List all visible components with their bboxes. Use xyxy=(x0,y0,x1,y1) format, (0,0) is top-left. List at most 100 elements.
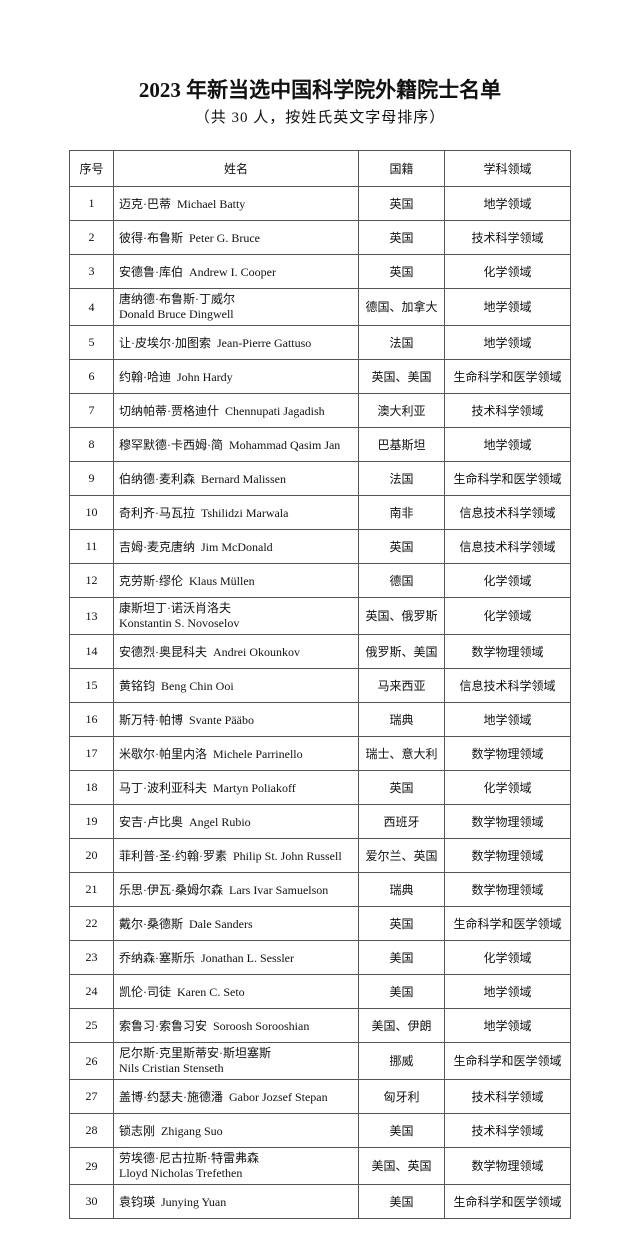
nationality: 美国 xyxy=(358,940,445,975)
field: 化学领域 xyxy=(444,597,571,635)
row-number: 1 xyxy=(69,186,114,221)
column-header: 国籍 xyxy=(358,150,445,187)
name-line: Donald Bruce Dingwell xyxy=(119,307,234,321)
name-line: 尼尔斯·克里斯蒂安·斯坦塞斯 xyxy=(119,1046,271,1060)
field: 地学领域 xyxy=(444,325,571,360)
row-number: 21 xyxy=(69,872,114,907)
field: 生命科学和医学领域 xyxy=(444,906,571,941)
row-number: 25 xyxy=(69,1008,114,1043)
name: 尼尔斯·克里斯蒂安·斯坦塞斯 Nils Cristian Stenseth xyxy=(113,1042,359,1080)
row-number: 17 xyxy=(69,736,114,771)
name: 迈克·巴蒂 Michael Batty xyxy=(113,186,359,221)
row-number: 16 xyxy=(69,702,114,737)
name-line: 康斯坦丁·诺沃肖洛夫 xyxy=(119,601,231,615)
table-row: 3 安德鲁·库伯 Andrew I. Cooper 英国 化学领域 xyxy=(69,254,571,289)
name: 菲利普·圣·约翰·罗素 Philip St. John Russell xyxy=(113,838,359,873)
field: 数学物理领域 xyxy=(444,1147,571,1185)
table-row: 28 锁志刚 Zhigang Suo 美国 技术科学领域 xyxy=(69,1113,571,1148)
title: 2023 年新当选中国科学院外籍院士名单 xyxy=(138,78,502,102)
table-row: 20 菲利普·圣·约翰·罗素 Philip St. John Russell 爱尔兰… xyxy=(69,838,571,873)
name: 让·皮埃尔·加图索 Jean-Pierre Gattuso xyxy=(113,325,359,360)
nationality: 瑞典 xyxy=(358,702,445,737)
row-number: 19 xyxy=(69,804,114,839)
table-row: 19 安吉·卢比奥 Angel Rubio 西班牙 数学物理领域 xyxy=(69,804,571,839)
name: 唐纳德·布鲁斯·丁威尔 Donald Bruce Dingwell xyxy=(113,288,359,326)
name-line: Nils Cristian Stenseth xyxy=(119,1061,224,1075)
name: 切纳帕蒂·贾格迪什 Chennupati Jagadish xyxy=(113,393,359,428)
name: 乐思·伊瓦·桑姆尔森 Lars Ivar Samuelson xyxy=(113,872,359,907)
field: 技术科学领域 xyxy=(444,1113,571,1148)
row-number: 20 xyxy=(69,838,114,873)
row-number: 3 xyxy=(69,254,114,289)
nationality: 匈牙利 xyxy=(358,1079,445,1114)
row-number: 27 xyxy=(69,1079,114,1114)
name: 安德烈·奥昆科夫 Andrei Okounkov xyxy=(113,634,359,669)
field: 化学领域 xyxy=(444,940,571,975)
row-number: 23 xyxy=(69,940,114,975)
nationality: 英国 xyxy=(358,186,445,221)
row-number: 29 xyxy=(69,1147,114,1185)
row-number: 6 xyxy=(69,359,114,394)
name: 黄铭钧 Beng Chin Ooi xyxy=(113,668,359,703)
row-number: 14 xyxy=(69,634,114,669)
nationality: 挪威 xyxy=(358,1042,445,1080)
field: 生命科学和医学领域 xyxy=(444,1184,571,1219)
table-row: 21 乐思·伊瓦·桑姆尔森 Lars Ivar Samuelson 瑞典 数学物理领域 xyxy=(69,872,571,907)
table-row: 11 吉姆·麦克唐纳 Jim McDonald 英国 信息技术科学领域 xyxy=(69,529,571,564)
header-row: 序号 姓名 国籍 学科领域 xyxy=(69,150,571,187)
field: 地学领域 xyxy=(444,427,571,462)
table-row: 26 尼尔斯·克里斯蒂安·斯坦塞斯 Nils Cristian Stenseth 挪威… xyxy=(69,1042,571,1080)
field: 技术科学领域 xyxy=(444,393,571,428)
table-row: 30 袁钧瑛 Junying Yuan 美国 生命科学和医学领域 xyxy=(69,1184,571,1219)
name: 凯伦·司徒 Karen C. Seto xyxy=(113,974,359,1009)
name: 伯纳德·麦利森 Bernard Malissen xyxy=(113,461,359,496)
name-line: Lloyd Nicholas Trefethen xyxy=(119,1166,243,1180)
field: 数学物理领域 xyxy=(444,838,571,873)
field: 信息技术科学领域 xyxy=(444,668,571,703)
field: 地学领域 xyxy=(444,1008,571,1043)
nationality: 英国 xyxy=(358,254,445,289)
field: 数学物理领域 xyxy=(444,872,571,907)
nationality: 英国 xyxy=(358,529,445,564)
name: 袁钧瑛 Junying Yuan xyxy=(113,1184,359,1219)
name: 约翰·哈迪 John Hardy xyxy=(113,359,359,394)
table-row: 25 索鲁习·索鲁习安 Soroosh Sorooshian 美国、伊朗 地学领域 xyxy=(69,1008,571,1043)
row-number: 11 xyxy=(69,529,114,564)
nationality: 爱尔兰、英国 xyxy=(358,838,445,873)
name: 乔纳森·塞斯乐 Jonathan L. Sessler xyxy=(113,940,359,975)
row-number: 24 xyxy=(69,974,114,1009)
field: 技术科学领域 xyxy=(444,1079,571,1114)
field: 信息技术科学领域 xyxy=(444,495,571,530)
row-number: 12 xyxy=(69,563,114,598)
field: 地学领域 xyxy=(444,974,571,1009)
table-row: 15 黄铭钧 Beng Chin Ooi 马来西亚 信息技术科学领域 xyxy=(69,668,571,703)
nationality: 澳大利亚 xyxy=(358,393,445,428)
table-row: 24 凯伦·司徒 Karen C. Seto 美国 地学领域 xyxy=(69,974,571,1009)
table-row: 27 盖博·约瑟夫·施德潘 Gabor Jozsef Stepan 匈牙利 技术科学领… xyxy=(69,1079,571,1114)
row-number: 15 xyxy=(69,668,114,703)
nationality: 美国、英国 xyxy=(358,1147,445,1185)
field: 生命科学和医学领域 xyxy=(444,1042,571,1080)
field: 生命科学和医学领域 xyxy=(444,359,571,394)
row-number: 9 xyxy=(69,461,114,496)
field: 地学领域 xyxy=(444,288,571,326)
table-row: 6 约翰·哈迪 John Hardy 英国、美国 生命科学和医学领域 xyxy=(69,359,571,394)
name: 戴尔·桑德斯 Dale Sanders xyxy=(113,906,359,941)
nationality: 英国 xyxy=(358,220,445,255)
name: 安德鲁·库伯 Andrew I. Cooper xyxy=(113,254,359,289)
field: 地学领域 xyxy=(444,702,571,737)
row-number: 28 xyxy=(69,1113,114,1148)
name-line: 劳埃德·尼古拉斯·特雷弗森 xyxy=(119,1151,259,1165)
row-number: 22 xyxy=(69,906,114,941)
name: 吉姆·麦克唐纳 Jim McDonald xyxy=(113,529,359,564)
field: 数学物理领域 xyxy=(444,736,571,771)
nationality: 瑞典 xyxy=(358,872,445,907)
nationality: 法国 xyxy=(358,325,445,360)
field: 数学物理领域 xyxy=(444,634,571,669)
nationality: 德国、加拿大 xyxy=(358,288,445,326)
name: 盖博·约瑟夫·施德潘 Gabor Jozsef Stepan xyxy=(113,1079,359,1114)
name: 克劳斯·缪伦 Klaus Müllen xyxy=(113,563,359,598)
row-number: 18 xyxy=(69,770,114,805)
